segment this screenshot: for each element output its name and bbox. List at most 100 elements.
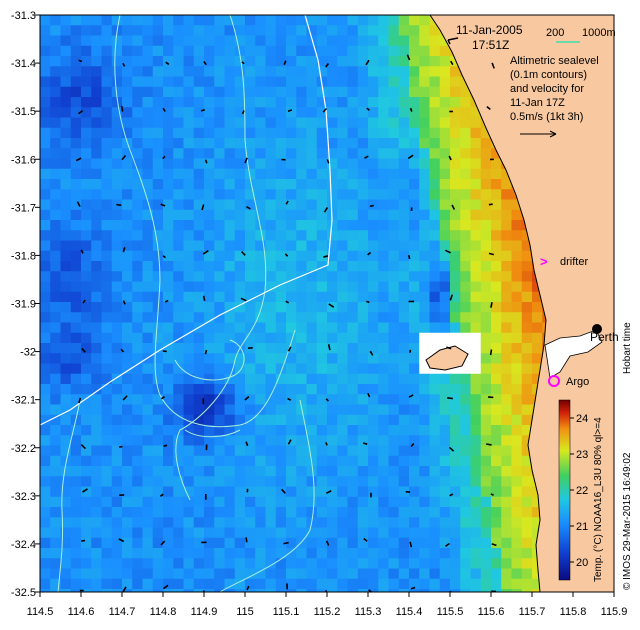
sst-cell: [521, 404, 533, 416]
sst-cell: [357, 332, 369, 344]
sst-cell: [511, 373, 523, 385]
sst-cell: [409, 56, 420, 67]
sst-cell: [327, 353, 338, 364]
sst-cell: [70, 363, 82, 375]
sst-cell: [286, 466, 297, 477]
sst-cell: [501, 312, 512, 323]
sst-cell: [163, 240, 174, 252]
sst-cell: [122, 302, 133, 313]
sst-cell: [255, 537, 266, 549]
sst-cell: [388, 578, 400, 590]
velocity-arrow: [325, 398, 329, 402]
sst-cell: [234, 507, 246, 518]
velocity-arrow: [202, 590, 205, 592]
sst-cell: [388, 394, 400, 405]
sst-cell: [101, 240, 113, 252]
sst-cell: [214, 240, 225, 252]
sst-cell: [480, 148, 492, 159]
sst-cell: [255, 312, 266, 323]
sst-cell: [286, 517, 297, 528]
sst-cell: [378, 578, 389, 590]
sst-cell: [163, 322, 174, 334]
velocity-arrow: [363, 537, 368, 542]
sst-cell: [132, 271, 143, 282]
sst-cell: [193, 250, 205, 262]
sst-cell: [337, 209, 348, 221]
sst-cell: [265, 209, 277, 221]
sst-cell: [275, 66, 287, 77]
velocity-arrow: [122, 300, 126, 305]
sst-cell: [357, 435, 369, 446]
sst-cell: [347, 578, 359, 590]
sst-cell: [224, 25, 236, 36]
sst-cell: [122, 353, 133, 364]
sst-cell: [111, 394, 123, 405]
sst-cell: [91, 158, 102, 170]
sst-cell: [245, 179, 256, 190]
sst-cell: [511, 312, 523, 323]
sst-cell: [296, 578, 307, 590]
sst-cell: [480, 168, 492, 180]
sst-cell: [419, 537, 430, 549]
sst-cell: [173, 455, 184, 467]
sst-cell: [265, 86, 277, 98]
sst-cell: [429, 179, 441, 190]
sst-cell: [347, 179, 359, 190]
sst-cell: [60, 291, 72, 303]
sst-cell: [347, 322, 359, 334]
sst-cell: [122, 496, 133, 508]
sst-cell: [245, 148, 256, 159]
sst-cell: [357, 476, 369, 487]
sst-cell: [265, 435, 277, 446]
sst-cell: [183, 66, 195, 77]
sst-cell: [480, 548, 492, 559]
colorbar-title: Temp. (°C) NOAA16_L3U 80% ql>=4: [593, 417, 604, 582]
sst-cell: [409, 179, 420, 190]
sst-cell: [265, 384, 277, 395]
sst-cell: [183, 107, 195, 118]
legend-line4: 11-Jan 17Z: [510, 97, 565, 109]
sst-cell: [429, 332, 441, 344]
sst-cell: [306, 261, 318, 272]
sst-cell: [347, 548, 359, 559]
sst-cell: [245, 230, 256, 241]
sst-cell: [163, 312, 174, 323]
sst-cell: [163, 189, 174, 200]
velocity-arrow: [200, 109, 205, 112]
sst-cell: [224, 312, 236, 323]
sst-cell: [183, 517, 195, 528]
sst-cell: [419, 291, 430, 303]
sst-cell: [378, 332, 389, 344]
sst-cell: [470, 138, 482, 149]
sst-cell: [357, 199, 369, 211]
y-tick-label: -32: [20, 347, 36, 359]
sst-cell: [204, 291, 215, 303]
sst-cell: [204, 56, 215, 67]
sst-cell: [296, 230, 307, 241]
sst-cell: [60, 322, 72, 334]
sst-cell: [357, 240, 369, 252]
sst-cell: [275, 209, 287, 221]
sst-cell: [306, 117, 318, 129]
sst-cell: [214, 261, 225, 272]
sst-cell: [111, 568, 123, 580]
sst-cell: [111, 414, 123, 426]
sst-cell: [409, 168, 420, 180]
sst-cell: [142, 343, 154, 354]
sst-cell: [286, 45, 297, 57]
sst-cell: [501, 322, 512, 334]
sst-cell: [327, 66, 338, 77]
sst-cell: [388, 281, 400, 293]
sst-cell: [60, 343, 72, 354]
sst-cell: [491, 435, 502, 446]
sst-cell: [81, 168, 92, 180]
sst-cell: [429, 537, 441, 549]
sst-cell: [480, 404, 492, 416]
y-tick-label: -31.7: [11, 202, 36, 214]
sst-cell: [480, 363, 492, 375]
sst-cell: [81, 404, 92, 416]
sst-cell: [337, 517, 348, 528]
sst-cell: [316, 435, 328, 446]
y-tick-label: -32.1: [11, 395, 36, 407]
velocity-arrow: [284, 253, 289, 257]
